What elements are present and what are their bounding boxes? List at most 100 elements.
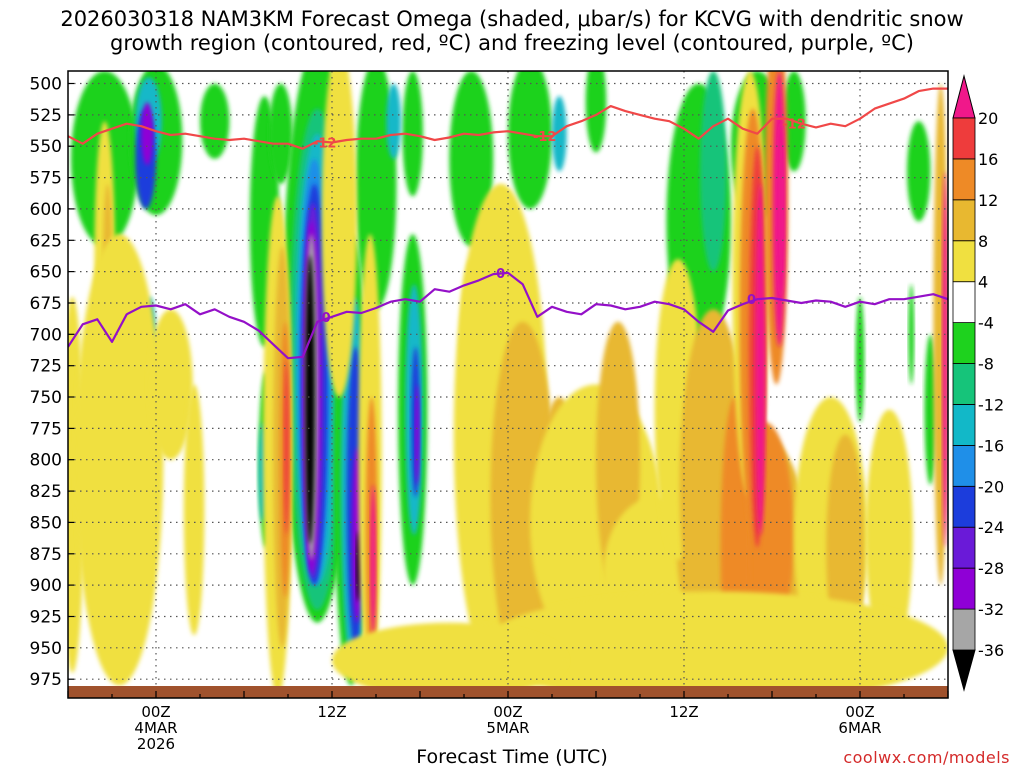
colorbar-label--12: -12 (978, 396, 1004, 415)
omega-cell-20 (908, 284, 915, 385)
colorbar-band-7 (952, 322, 976, 364)
omega-cell-56 (321, 71, 357, 398)
omega-cell-14 (552, 96, 567, 172)
omega-cell-17 (700, 71, 727, 272)
colorbar-label--20: -20 (978, 477, 1004, 496)
omega-cell-5 (200, 83, 230, 159)
x-tick-label-6-2: 2026 (137, 735, 175, 753)
y-axis: 500 525 550 575 600 625 650 675 700 725 750 775 800 8… (30, 75, 74, 690)
colorbar-label--4: -4 (978, 314, 994, 333)
contour-label: -12 (782, 118, 806, 133)
colorbar-label-20: 20 (978, 109, 998, 128)
colorbar-band-3 (952, 485, 976, 528)
x-tick-label-6-1: 4MAR (134, 719, 177, 737)
contour-label: 0 (496, 267, 505, 282)
omega-cell-51 (183, 384, 205, 636)
colorbar-arrow-min (952, 649, 976, 692)
colorbar: 20 16 12 8 4 -4 -8 -12 -16 -20 -24 -28 -32 -36 (952, 74, 1004, 692)
x-tick-label-18-0: 12Z (317, 703, 346, 721)
contour-label: -12 (533, 130, 557, 145)
omega-cell-78 (777, 121, 785, 297)
y-tick-label-875: 875 (30, 545, 62, 565)
y-tick-label-900: 900 (30, 576, 62, 596)
x-tick-label-42-0: 12Z (669, 703, 698, 721)
colorbar-band-11 (952, 158, 976, 201)
y-tick-label-700: 700 (30, 325, 62, 345)
y-tick-label-950: 950 (30, 639, 62, 659)
chart-title-line-1: 2026030318 NAM3KM Forecast Omega (shaded… (60, 7, 964, 31)
x-tick-label-6-0: 00Z (141, 703, 170, 721)
contour-lines: -12 -12 -12 0 0 0 (68, 87, 948, 360)
y-tick-label-925: 925 (30, 608, 62, 628)
colorbar-label-4: 4 (978, 273, 988, 292)
chart-title-line-2: growth region (contoured, red, ºC) and f… (110, 31, 914, 55)
y-tick-label-575: 575 (30, 169, 62, 189)
colorbar-band-2 (952, 526, 976, 569)
y-tick-label-975: 975 (30, 670, 62, 690)
y-tick-label-775: 775 (30, 419, 62, 439)
y-tick-label-550: 550 (30, 137, 62, 157)
colorbar-band-1 (952, 567, 976, 610)
x-tick-label-54-0: 00Z (845, 703, 874, 721)
y-tick-label-725: 725 (30, 357, 62, 377)
colorbar-band-10 (952, 199, 976, 242)
colorbar-label--32: -32 (978, 600, 1004, 619)
omega-cell-59 (370, 484, 376, 636)
omega-cell-7 (269, 83, 293, 184)
contour-label: 0 (747, 293, 756, 308)
y-tick-label-750: 750 (30, 388, 62, 408)
y-tick-label-600: 600 (30, 200, 62, 220)
credit-text[interactable]: coolwx.com/models (843, 748, 1010, 767)
y-tick-label-525: 525 (30, 106, 62, 126)
omega-cell-45 (924, 334, 937, 485)
colorbar-label--16: -16 (978, 436, 1004, 455)
contour-label: 0 (322, 311, 331, 326)
omega-cell-8 (355, 71, 397, 310)
grid-lines (68, 71, 948, 698)
colorbar-arrow-max (952, 74, 976, 119)
omega-cell-13 (585, 71, 607, 153)
omega-cell-83 (942, 171, 948, 548)
omega-cell-4 (141, 102, 154, 166)
omega-cell-81 (865, 409, 913, 661)
colorbar-band-8 (952, 281, 976, 324)
colorbar-label-16: 16 (978, 150, 998, 169)
y-tick-label-500: 500 (30, 75, 62, 95)
omega-cell-75 (755, 183, 766, 535)
colorbar-band-9 (952, 240, 976, 283)
colorbar-label--28: -28 (978, 559, 1004, 578)
omega-shading (68, 71, 948, 698)
colorbar-band-12 (952, 117, 976, 160)
omega-cell-55 (283, 359, 290, 535)
contour-label: -12 (313, 137, 337, 152)
y-tick-label-825: 825 (30, 482, 62, 502)
omega-cell-10 (386, 83, 401, 159)
x-axis-title: Forecast Time (UTC) (416, 746, 608, 768)
colorbar-band-6 (952, 363, 976, 405)
omega-cell-12 (508, 71, 552, 209)
omega-cell-9 (402, 71, 424, 197)
omega-cell-30 (305, 255, 315, 544)
y-tick-label-625: 625 (30, 231, 62, 251)
contour-freezing-level (68, 271, 948, 360)
y-tick-label-800: 800 (30, 451, 62, 471)
y-tick-label-650: 650 (30, 263, 62, 283)
colorbar-label--24: -24 (978, 518, 1004, 537)
colorbar-band-5 (952, 404, 976, 446)
x-tick-label-30-0: 00Z (493, 703, 522, 721)
omega-cell-19 (907, 121, 931, 222)
omega-cell-39 (414, 384, 420, 485)
omega-cell-84 (478, 591, 948, 698)
omega-cell-49 (75, 234, 164, 686)
colorbar-label-8: 8 (978, 232, 988, 251)
colorbar-label--8: -8 (978, 355, 994, 374)
colorbar-label--36: -36 (978, 641, 1004, 660)
x-tick-label-54-1: 6MAR (838, 719, 881, 737)
y-tick-label-850: 850 (30, 513, 62, 533)
colorbar-band-4 (952, 444, 976, 487)
contour-dendritic-minus12 (68, 87, 948, 150)
x-tick-label-30-1: 5MAR (486, 719, 529, 737)
y-tick-label-675: 675 (30, 294, 62, 314)
colorbar-label-12: 12 (978, 191, 998, 210)
